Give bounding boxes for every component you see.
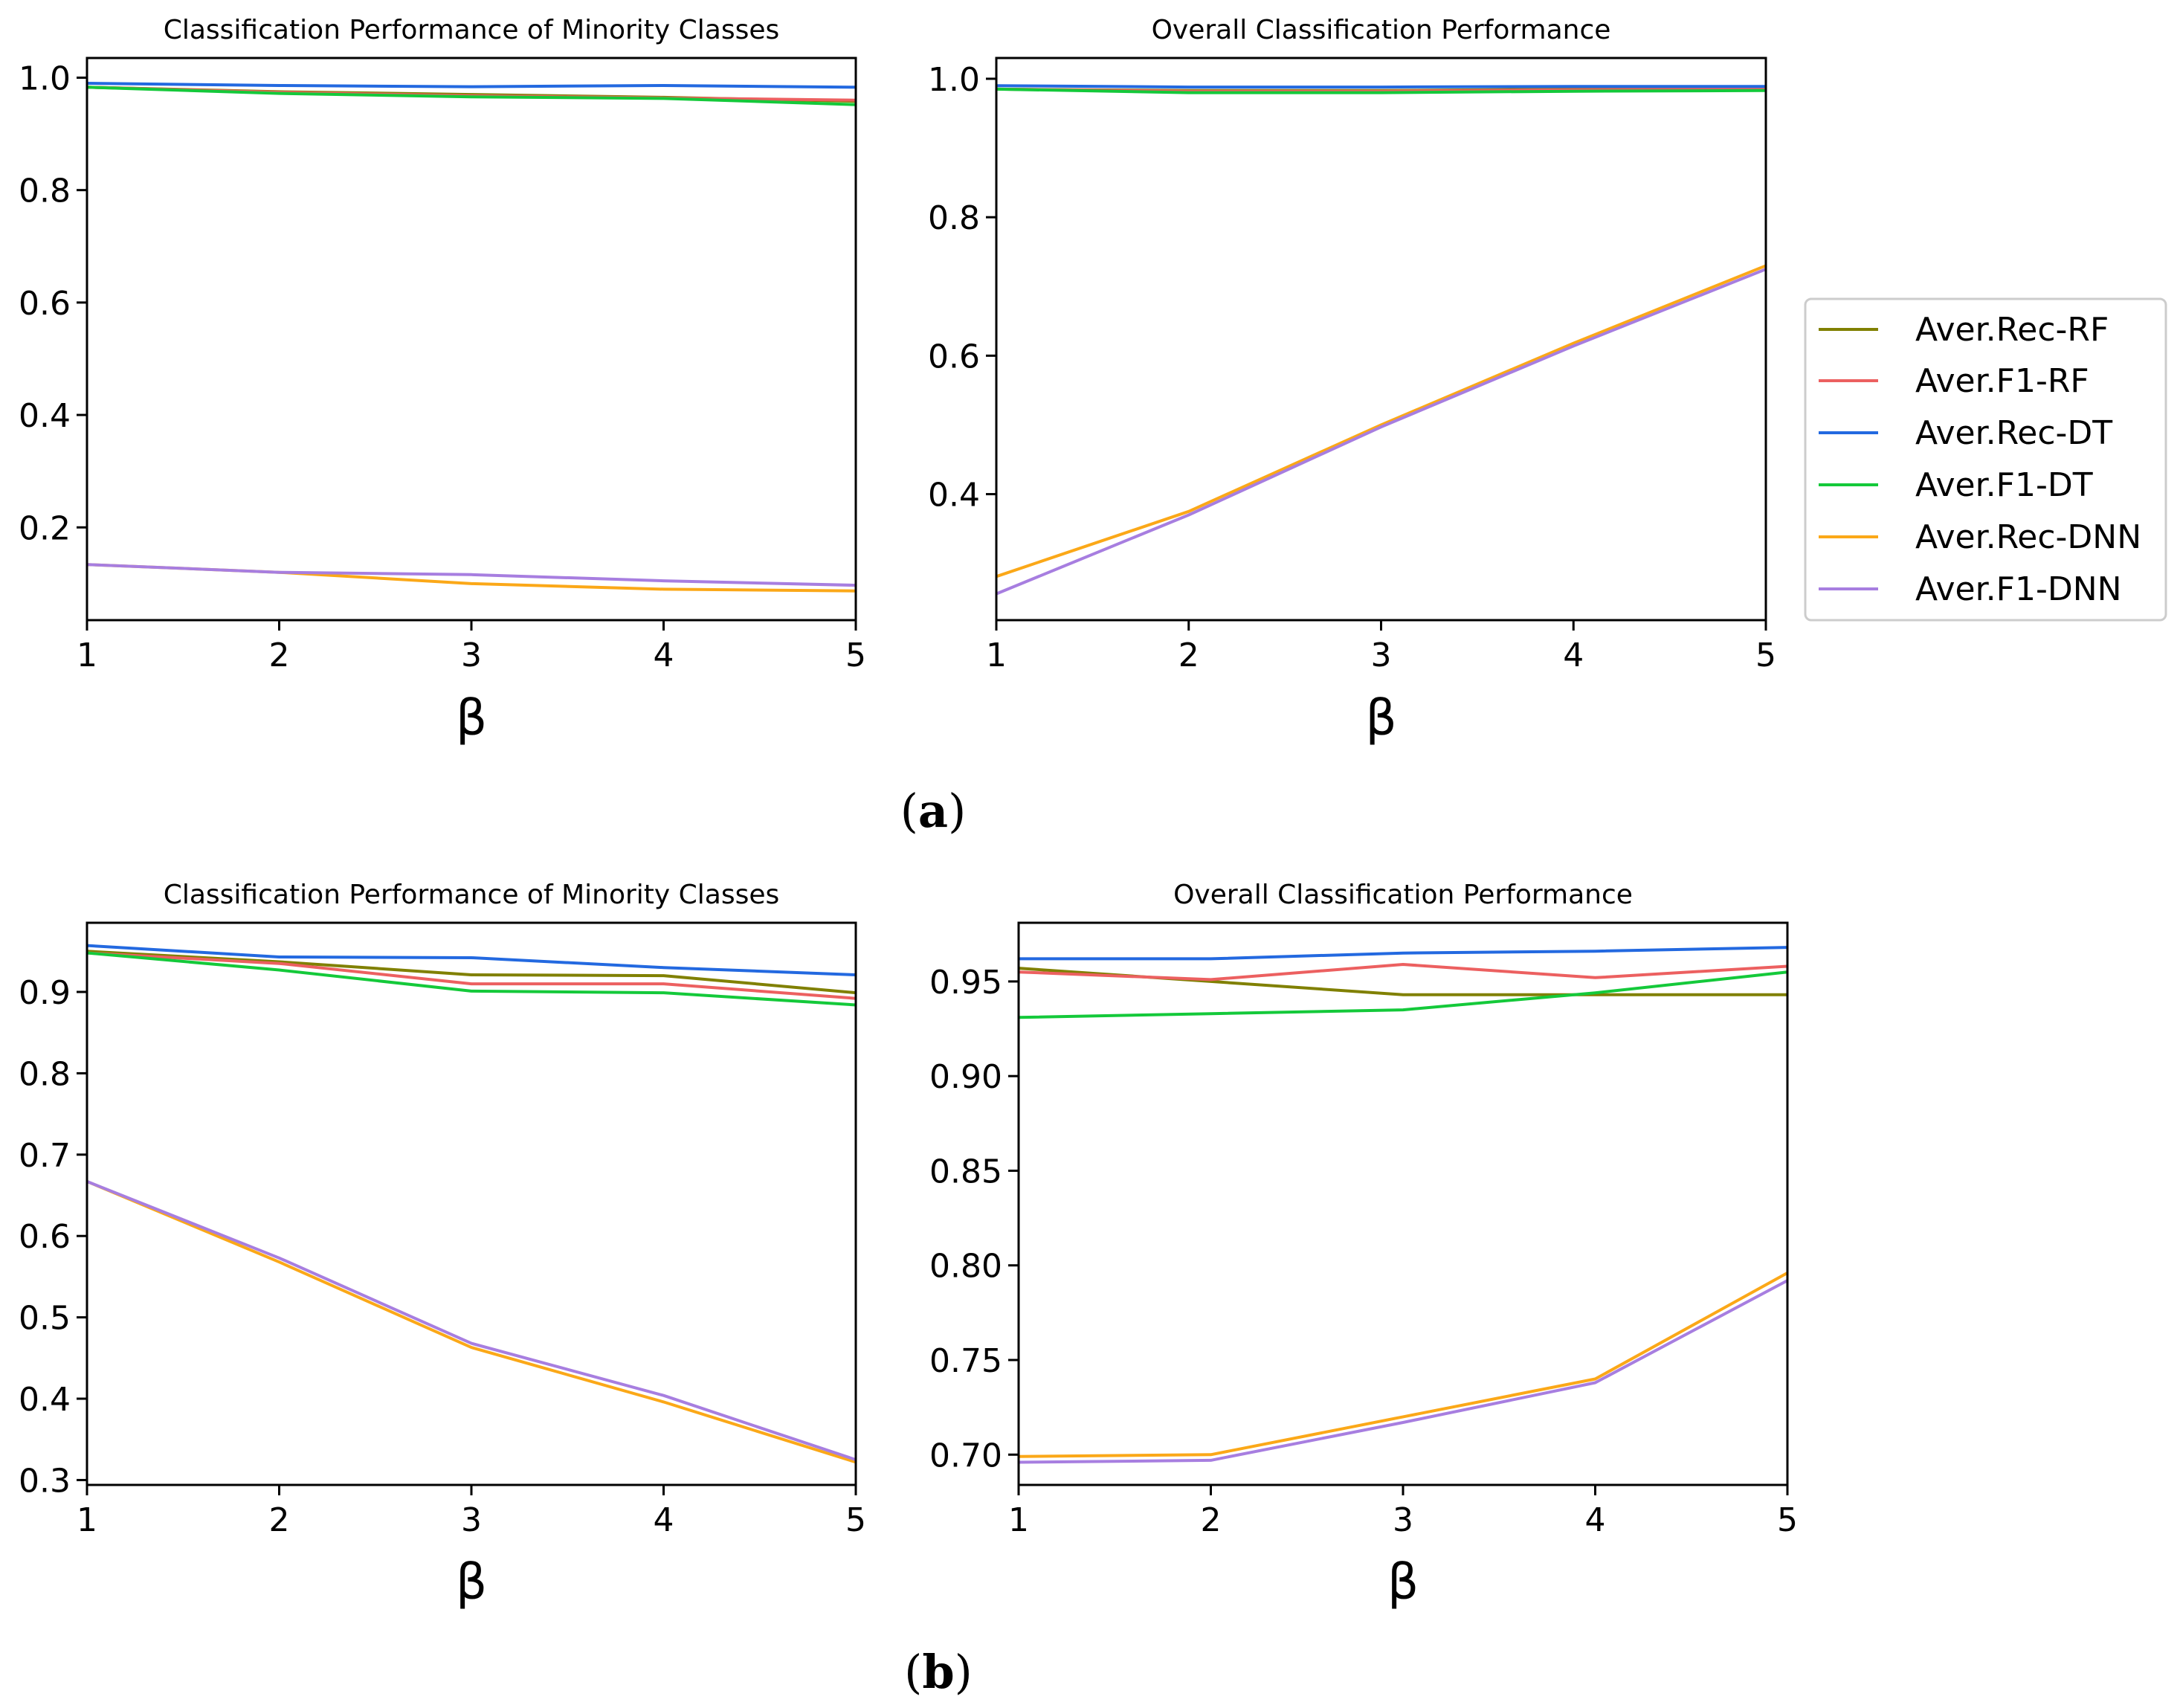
y-tick-label: 0.70 xyxy=(929,1437,1002,1475)
x-tick-label: 1 xyxy=(77,637,97,674)
legend-box xyxy=(1804,297,2167,622)
y-tick-label: 1.0 xyxy=(19,59,71,97)
chart-a-overall: Overall Classification Performance 1 2 3 4 5 0… xyxy=(928,15,1776,747)
chart-title: Overall Classification Performance xyxy=(1152,15,1611,45)
x-tick-label: 3 xyxy=(1393,1501,1413,1539)
caption-open: ( xyxy=(904,1645,922,1699)
legend: Aver.Rec-RF Aver.F1-RF Aver.Rec-DT Aver.… xyxy=(1804,297,2167,622)
y-tick-label: 0.8 xyxy=(19,173,71,210)
x-tick-label: 4 xyxy=(1563,637,1584,674)
series-line-aver-rec-dnn xyxy=(1018,1272,1788,1458)
chart-title: Overall Classification Performance xyxy=(1173,880,1633,910)
chart-title: Classification Performance of Minority C… xyxy=(164,15,780,45)
x-tick-label: 5 xyxy=(1777,1501,1798,1539)
y-tick-label: 0.4 xyxy=(928,477,980,515)
series-line-aver-rec-dt xyxy=(996,84,1766,89)
series-line-aver-f1-dt xyxy=(86,86,857,106)
series-line-aver-rec-dnn xyxy=(996,264,1767,579)
y-tick-label: 0.80 xyxy=(929,1248,1002,1286)
y-tick-label: 0.8 xyxy=(928,199,980,237)
series-line-aver-rec-dt xyxy=(86,944,857,976)
x-tick-label: 3 xyxy=(1371,637,1392,674)
x-tick-label: 3 xyxy=(461,637,482,674)
caption-letter: a xyxy=(918,784,948,838)
legend-entry: Aver.F1-DT xyxy=(1819,466,2093,504)
legend-entry: Aver.Rec-DT xyxy=(1819,414,2112,452)
series-line-aver-rec-rf xyxy=(86,950,857,995)
x-tick-label: 3 xyxy=(461,1501,482,1539)
caption-b: (b) xyxy=(904,1645,973,1699)
y-tick-label: 1.0 xyxy=(928,61,980,99)
series-line-aver-f1-dnn xyxy=(1018,1279,1788,1464)
legend-entry: Aver.Rec-DNN xyxy=(1819,518,2141,556)
x-tick-label: 2 xyxy=(269,637,290,674)
series-line-aver-f1-rf xyxy=(1018,963,1788,982)
series-line-aver-f1-dnn xyxy=(86,1180,857,1461)
x-tick-label: 4 xyxy=(654,1501,674,1539)
series-line-aver-rec-dt xyxy=(86,82,857,89)
legend-label: Aver.Rec-DNN xyxy=(1915,518,2141,556)
y-tick-label: 0.8 xyxy=(19,1055,71,1093)
caption-a: (a) xyxy=(900,784,967,838)
y-tick-label: 0.95 xyxy=(929,964,1002,1002)
y-tick-label: 0.6 xyxy=(19,285,71,323)
y-tick-label: 0.9 xyxy=(19,974,71,1012)
caption-close: ) xyxy=(948,784,966,838)
y-tick-label: 0.7 xyxy=(19,1137,71,1175)
legend-label: Aver.Rec-DT xyxy=(1915,414,2112,452)
x-tick-label: 5 xyxy=(1755,637,1776,674)
x-axis-label: β xyxy=(1365,689,1396,747)
x-tick-label: 5 xyxy=(845,1501,866,1539)
x-tick-label: 5 xyxy=(845,637,866,674)
chart-title: Classification Performance of Minority C… xyxy=(164,880,780,910)
y-tick-label: 0.2 xyxy=(19,509,71,547)
y-tick-label: 0.4 xyxy=(19,397,71,435)
x-tick-label: 1 xyxy=(77,1501,97,1539)
x-tick-label: 1 xyxy=(1008,1501,1029,1539)
y-tick-label: 0.85 xyxy=(929,1153,1002,1190)
x-axis-label: β xyxy=(456,1553,487,1611)
caption-close: ) xyxy=(955,1645,973,1699)
x-tick-label: 1 xyxy=(986,637,1007,674)
series-line-aver-f1-dnn xyxy=(996,268,1767,596)
y-tick-label: 0.4 xyxy=(19,1381,71,1419)
legend-label: Aver.F1-DT xyxy=(1915,466,2093,504)
y-tick-label: 0.6 xyxy=(19,1218,71,1256)
chart-a-minority: Classification Performance of Minority C… xyxy=(19,15,866,747)
legend-label: Aver.F1-RF xyxy=(1915,362,2089,400)
x-tick-label: 4 xyxy=(654,637,674,674)
x-axis-label: β xyxy=(456,689,487,747)
legend-entry: Aver.F1-DNN xyxy=(1819,570,2122,608)
chart-b-overall: Overall Classification Performance 1 2 3 4 5 0… xyxy=(929,880,1798,1611)
caption-open: ( xyxy=(900,784,918,838)
series-line-aver-f1-rf xyxy=(86,951,857,1000)
series-line-aver-f1-dt xyxy=(996,87,1767,94)
y-tick-label: 0.3 xyxy=(19,1462,71,1500)
y-tick-label: 0.90 xyxy=(929,1058,1002,1096)
x-tick-label: 2 xyxy=(269,1501,290,1539)
legend-entry: Aver.Rec-RF xyxy=(1819,311,2109,349)
x-tick-label: 2 xyxy=(1178,637,1199,674)
chart-b-minority: Classification Performance of Minority C… xyxy=(19,880,866,1611)
series-line-aver-rec-dnn xyxy=(86,1180,857,1464)
legend-entry: Aver.F1-RF xyxy=(1819,362,2089,400)
series-line-aver-f1-dt xyxy=(86,951,857,1007)
x-axis-label: β xyxy=(1387,1553,1419,1611)
legend-label: Aver.Rec-RF xyxy=(1915,311,2109,349)
legend-label: Aver.F1-DNN xyxy=(1915,570,2122,608)
series-line-aver-rec-dt xyxy=(1019,946,1788,961)
caption-letter: b xyxy=(922,1645,954,1699)
y-tick-label: 0.5 xyxy=(19,1300,71,1338)
y-tick-label: 0.75 xyxy=(929,1342,1002,1380)
x-tick-label: 4 xyxy=(1585,1501,1606,1539)
series-line-aver-f1-dnn xyxy=(86,563,857,587)
y-tick-label: 0.6 xyxy=(928,338,980,376)
x-tick-label: 2 xyxy=(1201,1501,1222,1539)
series-line-aver-f1-dt xyxy=(1018,970,1788,1019)
